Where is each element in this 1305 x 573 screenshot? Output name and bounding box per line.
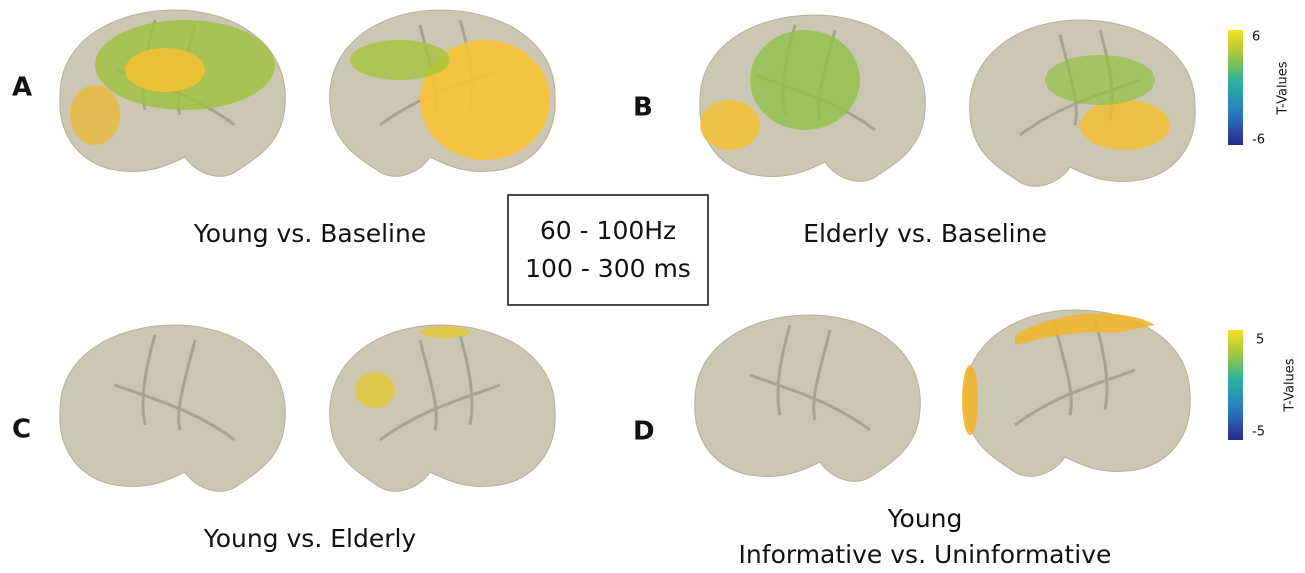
brain [969,19,1196,187]
colorbar [1228,330,1243,440]
brain [59,324,286,492]
caption: Informative vs. Uninformative [739,540,1112,569]
panel-letter: C [12,415,31,445]
brain [329,9,556,177]
caption: Young vs. Baseline [193,219,426,248]
colorbar-min: -6 [1252,133,1265,148]
brain [962,309,1191,477]
colorbar-max: 5 [1256,333,1264,348]
panel-letter: A [12,73,32,103]
panel-letter: B [633,93,653,123]
colorbar-label: T-Values [1283,358,1298,412]
colorbar-min: -5 [1252,425,1265,440]
panel-letter: D [633,417,655,447]
colorbar-label: T-Values [1276,61,1291,115]
colorbar-max: 6 [1252,30,1260,45]
caption: Young vs. Elderly [203,524,417,553]
brains [59,9,1196,492]
caption: Young [887,504,963,533]
brain [59,9,286,177]
colorbar [1228,30,1243,145]
brain [694,314,921,482]
brain [329,324,556,492]
caption: Elderly vs. Baseline [803,219,1047,248]
brain [699,14,926,182]
condition-box [507,194,709,306]
condition-text: 100 - 300 ms [525,254,691,283]
condition-text: 60 - 100Hz [540,216,676,245]
